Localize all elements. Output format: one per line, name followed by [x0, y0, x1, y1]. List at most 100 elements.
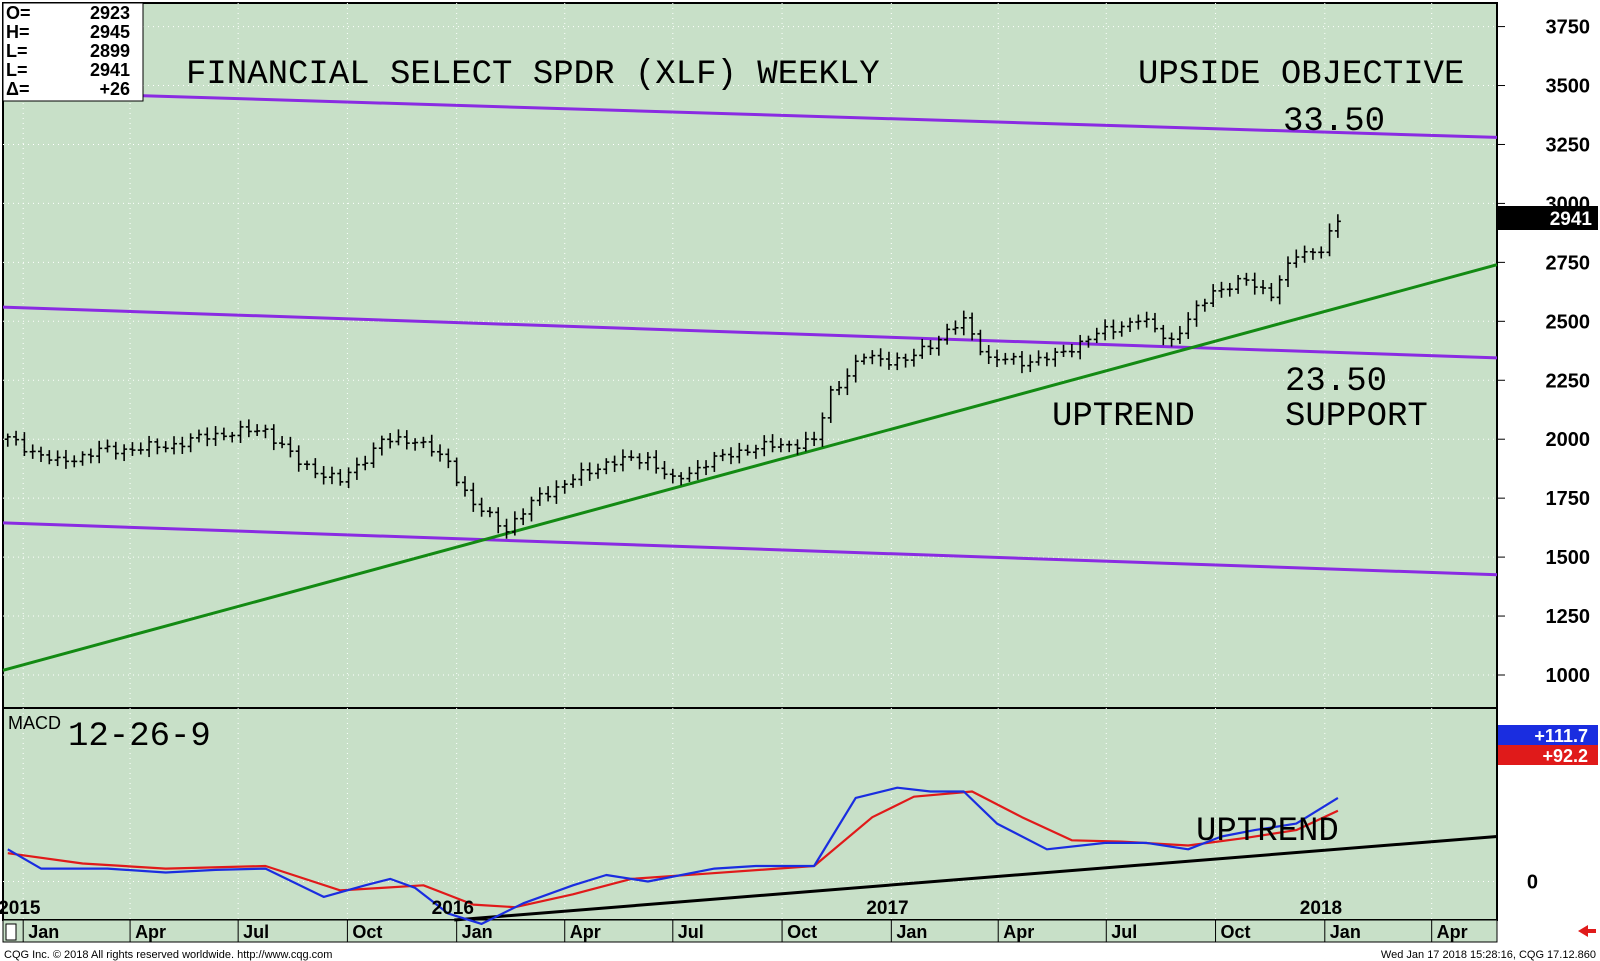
- price-bar: [328, 466, 335, 485]
- upside-objective-label: UPSIDE OBJECTIVE: [1138, 56, 1464, 94]
- price-bar: [312, 458, 319, 479]
- price-bar: [719, 449, 726, 462]
- price-bar: [520, 508, 527, 526]
- price-bar: [1118, 321, 1125, 337]
- scroll-left-box[interactable]: [5, 923, 17, 941]
- price-bar: [852, 354, 859, 383]
- scroll-right-arrow-icon[interactable]: [1578, 925, 1596, 937]
- support-label: SUPPORT: [1285, 398, 1428, 436]
- price-bar: [1160, 324, 1167, 346]
- price-bar: [1318, 246, 1325, 259]
- price-bar: [669, 468, 676, 484]
- price-bar: [686, 466, 693, 483]
- price-bar: [345, 467, 352, 489]
- chart-title: FINANCIAL SELECT SPDR (XLF) WEEKLY: [186, 56, 880, 94]
- price-bar: [636, 453, 643, 470]
- ohlc-label-high: H=: [6, 22, 30, 42]
- year-label: 2016: [432, 898, 474, 919]
- macd-value-tag: [1498, 725, 1598, 745]
- price-bar: [162, 441, 169, 453]
- price-bar: [786, 440, 793, 453]
- month-label: Oct: [787, 922, 817, 942]
- price-bar: [129, 442, 136, 456]
- macd-series-line: [7, 786, 1339, 925]
- macd-label: MACD: [8, 713, 61, 733]
- price-bar: [927, 339, 934, 356]
- upside-objective-value: 33.50: [1283, 103, 1385, 141]
- price-bar: [1085, 335, 1092, 348]
- month-label: Jul: [1111, 922, 1137, 942]
- price-bar: [1334, 214, 1341, 238]
- price-bar: [470, 482, 477, 512]
- price-bar: [561, 480, 568, 494]
- price-bar: [1102, 319, 1109, 341]
- price-bar: [204, 427, 211, 447]
- price-bar: [877, 348, 884, 367]
- price-bar: [727, 447, 734, 465]
- middle-channel-line: [2, 305, 1498, 360]
- year-label: 2018: [1300, 898, 1342, 919]
- price-bar: [254, 424, 261, 436]
- month-label: Apr: [1437, 922, 1468, 942]
- price-bar: [885, 351, 892, 370]
- price-bar: [711, 451, 718, 472]
- lower-channel-line: [2, 521, 1498, 577]
- price-tick-label: 1000: [1546, 665, 1591, 687]
- month-label: Jan: [462, 922, 493, 942]
- price-bar: [495, 507, 502, 534]
- price-bar: [1093, 327, 1100, 344]
- horizontal-gridlines: [3, 26, 1497, 882]
- price-bar: [1226, 282, 1233, 297]
- price-bar: [777, 438, 784, 453]
- price-bar: [29, 444, 36, 459]
- price-bar: [270, 424, 277, 451]
- price-bar: [1301, 245, 1308, 263]
- price-bar: [869, 350, 876, 365]
- price-bar: [1235, 275, 1242, 294]
- price-bar: [1077, 334, 1084, 360]
- macd-tick-label: 0: [1527, 871, 1538, 893]
- uptrend-macd-label: UPTREND: [1196, 813, 1339, 851]
- price-bar: [304, 460, 311, 471]
- price-bar: [171, 436, 178, 455]
- price-bar: [112, 441, 119, 460]
- price-bar: [994, 349, 1001, 368]
- price-bar: [769, 434, 776, 453]
- price-bar: [195, 429, 202, 443]
- price-bar: [1060, 344, 1067, 358]
- price-bar: [1127, 317, 1134, 332]
- price-bar: [387, 432, 394, 449]
- price-bar: [678, 472, 685, 486]
- price-bar: [370, 442, 377, 468]
- ohlc-info-box: [2, 2, 144, 102]
- price-bar: [1010, 352, 1017, 365]
- price-bar: [761, 435, 768, 457]
- uptrend-price-label: UPTREND: [1052, 398, 1195, 436]
- month-label: Apr: [1003, 922, 1034, 942]
- price-bar: [1168, 332, 1175, 347]
- price-bar: [362, 455, 369, 471]
- month-label: Jan: [28, 922, 59, 942]
- macd-uptrend-line: [454, 834, 1498, 922]
- price-bar: [220, 427, 227, 441]
- price-bar: [395, 429, 402, 446]
- price-bar: [1309, 248, 1316, 260]
- price-bar: [1185, 312, 1192, 339]
- price-bar: [21, 432, 28, 456]
- ohlc-label-last: L=: [6, 60, 28, 80]
- price-tick-label: 3250: [1546, 134, 1591, 156]
- price-bar: [461, 476, 468, 497]
- price-bar: [212, 426, 219, 446]
- price-bar: [1201, 298, 1208, 312]
- price-bar: [420, 436, 427, 449]
- price-bar: [229, 431, 236, 443]
- month-label: Oct: [1221, 922, 1251, 942]
- ohlc-value-last: 2941: [90, 60, 130, 80]
- price-bar: [653, 450, 660, 474]
- price-bar: [952, 320, 959, 335]
- price-bar: [594, 463, 601, 479]
- price-bar: [38, 446, 45, 463]
- macd-panel: [2, 707, 1498, 921]
- price-bar: [619, 449, 626, 472]
- price-bar: [1251, 272, 1258, 295]
